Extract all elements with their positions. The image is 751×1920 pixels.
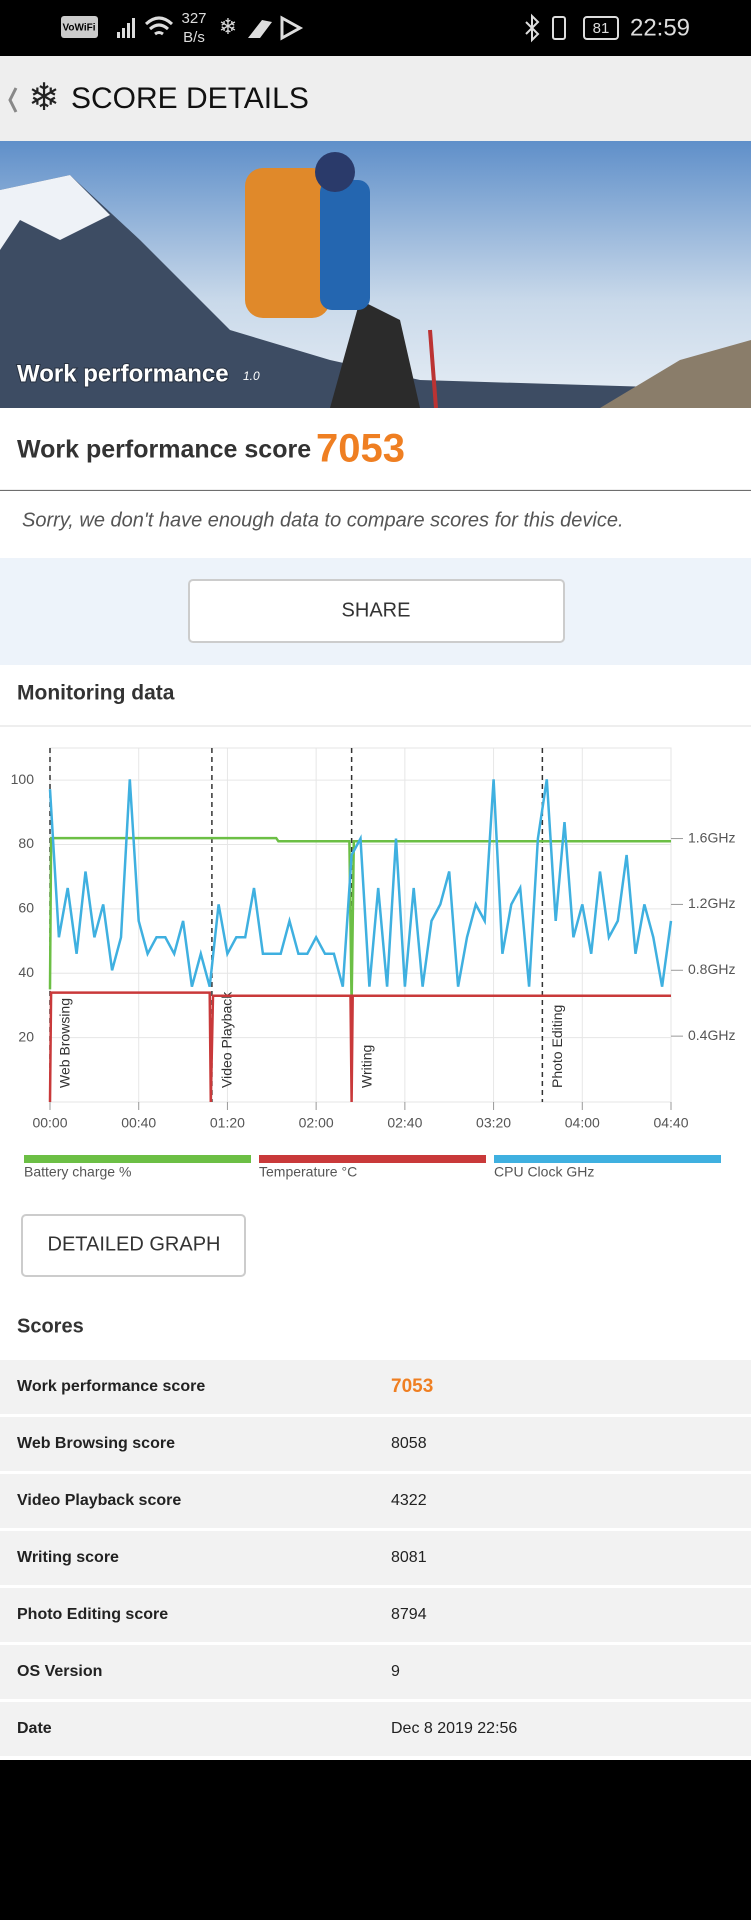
x-tick-label: 03:20 — [476, 1115, 511, 1131]
y2-tick-label: 0.4GHz — [688, 1027, 735, 1043]
legend-swatch — [24, 1155, 251, 1163]
app-bar — [0, 56, 751, 141]
y-tick-label: 60 — [18, 900, 34, 916]
row-label: OS Version — [17, 1663, 102, 1680]
net-speed: 327 — [181, 10, 206, 27]
vibrate-icon — [552, 16, 566, 40]
row-value: 4322 — [391, 1492, 427, 1509]
row-label: Date — [17, 1720, 52, 1737]
bluetooth-icon — [525, 13, 540, 43]
legend-swatch — [494, 1155, 721, 1163]
table-row — [0, 1360, 751, 1414]
x-tick-label: 04:40 — [653, 1115, 688, 1131]
status-bar — [0, 0, 751, 56]
net-speed-unit: B/s — [183, 29, 205, 46]
table-row — [0, 1417, 751, 1471]
y-tick-label: 20 — [18, 1028, 34, 1044]
y2-tick-label: 1.2GHz — [688, 895, 735, 911]
table-row — [0, 1474, 751, 1528]
row-value: 7053 — [391, 1376, 433, 1397]
battery-level: 81 — [593, 20, 610, 37]
x-tick-label: 00:00 — [32, 1115, 67, 1131]
row-label: Writing score — [17, 1549, 119, 1566]
app-icon — [248, 20, 272, 38]
scores-table: Work performance score 7053 Web Browsing s… — [0, 1360, 751, 1756]
y-tick-label: 100 — [11, 771, 35, 787]
notice-row — [0, 491, 751, 558]
wifi-badge — [61, 16, 98, 38]
x-tick-label: 01:20 — [210, 1115, 245, 1131]
share-label: SHARE — [342, 599, 411, 621]
row-value: 9 — [391, 1663, 400, 1680]
snow-icon: ❄ — [219, 14, 237, 39]
phase-label: Photo Editing — [549, 1005, 565, 1088]
row-label: Photo Editing score — [17, 1606, 168, 1623]
table-row — [0, 1531, 751, 1585]
wifi-icon — [144, 16, 174, 36]
share-button[interactable] — [188, 579, 565, 643]
chart: 00:00 00:40 01:20 02:00 02:40 03:20 04:00 04:40… — [11, 747, 735, 1180]
legend-label: Temperature °C — [259, 1164, 357, 1180]
row-label: Web Browsing score — [17, 1435, 175, 1452]
chart-title: Monitoring data — [17, 682, 175, 705]
table-row — [0, 1588, 751, 1642]
page-title: SCORE DETAILS — [71, 82, 309, 115]
y2-tick-label: 0.8GHz — [688, 961, 735, 977]
score-label: Work performance score — [17, 436, 311, 464]
back-button[interactable] — [8, 87, 18, 113]
x-tick-label: 04:00 — [565, 1115, 600, 1131]
app-logo: ❄ — [28, 77, 60, 119]
row-value: 8058 — [391, 1435, 427, 1452]
notice-text: Sorry, we don't have enough data to comp… — [22, 509, 624, 531]
score-value: 7053 — [316, 427, 405, 471]
hero-title: Work performance — [17, 360, 229, 387]
y-tick-label: 40 — [18, 964, 34, 980]
x-tick-label: 02:40 — [387, 1115, 422, 1131]
score-row — [0, 408, 751, 490]
signal-icon — [117, 18, 135, 38]
scores-title: Scores — [17, 1315, 84, 1337]
row-value: 8081 — [391, 1549, 427, 1566]
table-row — [0, 1645, 751, 1699]
row-label: Video Playback score — [17, 1492, 181, 1509]
row-value: Dec 8 2019 22:56 — [391, 1720, 517, 1737]
row-value: 8794 — [391, 1606, 427, 1623]
detailed-graph-label: DETAILED GRAPH — [48, 1233, 221, 1255]
series-line — [48, 779, 673, 988]
detailed-graph-button[interactable] — [21, 1214, 246, 1277]
legend-label: Battery charge % — [24, 1164, 131, 1180]
series-line — [48, 836, 671, 1006]
play-icon — [280, 15, 304, 41]
phase-label: Web Browsing — [57, 998, 73, 1088]
phase-label: Video Playback — [219, 991, 235, 1088]
hero-image — [0, 141, 751, 409]
row-label: Work performance score — [17, 1378, 205, 1395]
table-row — [0, 1702, 751, 1756]
wifi-label: VoWiFi — [62, 23, 95, 34]
x-tick-label: 02:00 — [299, 1115, 334, 1131]
phase-label: Writing — [358, 1045, 374, 1088]
y-tick-label: 80 — [18, 835, 34, 851]
y2-tick-label: 1.6GHz — [688, 829, 735, 845]
clock: 22:59 — [630, 14, 690, 41]
plot-area — [49, 747, 672, 1103]
battery-icon — [583, 16, 619, 40]
x-tick-label: 00:40 — [121, 1115, 156, 1131]
legend-label: CPU Clock GHz — [494, 1164, 594, 1180]
hero-version: 1.0 — [243, 369, 260, 383]
legend-swatch — [259, 1155, 486, 1163]
series-line — [48, 991, 671, 1103]
